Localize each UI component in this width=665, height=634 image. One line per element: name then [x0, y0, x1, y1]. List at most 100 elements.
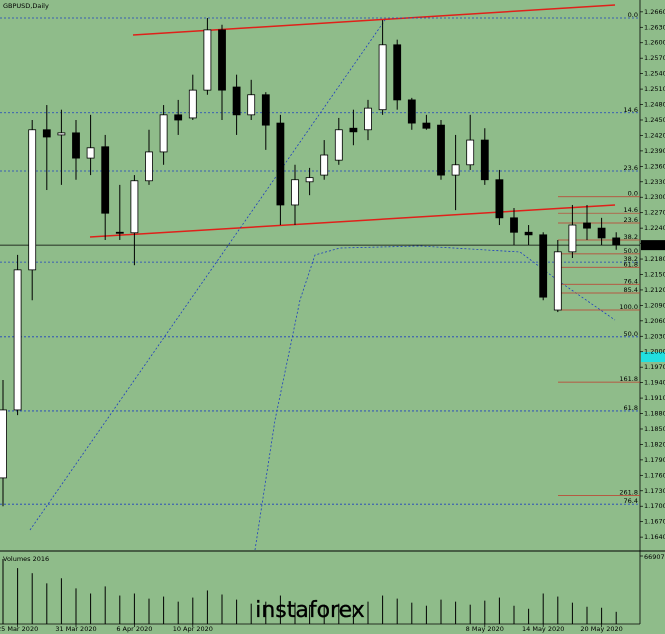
y-tick-label: 1.2030: [644, 332, 665, 340]
trend-channel: [89, 204, 616, 238]
y-tick-label: 1.2150: [644, 270, 665, 278]
y-tick-label: 1.1910: [644, 394, 665, 402]
candle-body: [597, 227, 606, 239]
x-tick-label: 20 May 2020: [580, 625, 622, 633]
volume-title: Volumes 2016: [3, 555, 49, 563]
fib-label: 161.8: [619, 375, 638, 383]
fib-label: 0.0: [628, 190, 638, 198]
fib-label: 14.6: [624, 206, 638, 214]
candle-body: [334, 129, 343, 161]
symbol-title: GBPUSD,Daily: [3, 2, 49, 10]
fib-label: 76.4: [624, 497, 638, 505]
x-tick-label: 14 May 2020: [522, 625, 564, 633]
fib-label: 38.2: [624, 255, 638, 263]
candle-body: [349, 127, 358, 133]
y-tick-label: 1.2450: [644, 116, 665, 124]
x-tick-label: 8 May 2020: [466, 625, 504, 633]
candle-body: [466, 139, 475, 166]
candle-body: [451, 164, 460, 176]
y-tick-label: 1.1760: [644, 471, 665, 479]
y-tick-label: 1.1880: [644, 410, 665, 418]
y-tick-label: 1.2000: [644, 348, 665, 356]
candle-body: [261, 94, 270, 126]
candle-body: [130, 180, 139, 234]
y-tick-label: 1.2510: [644, 85, 665, 93]
candle-body: [539, 234, 548, 298]
y-tick-label: 1.2330: [644, 178, 665, 186]
candle-body: [159, 114, 168, 153]
y-tick-label: 1.1640: [644, 533, 665, 541]
candle-body: [480, 139, 489, 181]
candle-body: [510, 217, 518, 233]
y-tick-label: 1.1730: [644, 487, 665, 495]
fib-label: 76.4: [624, 277, 638, 285]
fib-label: 61.8: [624, 260, 638, 268]
y-tick-label: 1.2360: [644, 162, 665, 170]
candle-body: [291, 179, 299, 206]
fib-label: 23.6: [624, 216, 638, 224]
candle-body: [305, 177, 314, 183]
y-tick-label: 1.2300: [644, 193, 665, 201]
x-tick-label: 6 Apr 2020: [116, 625, 152, 633]
fib-label: 261.8: [619, 488, 638, 496]
candle-body: [218, 29, 226, 91]
candle-body: [188, 89, 197, 119]
fib-label: 23.6: [624, 164, 638, 172]
candle-body: [101, 146, 110, 214]
y-tick-label: 1.2390: [644, 147, 665, 155]
candle-body: [42, 129, 51, 138]
candle-body: [28, 129, 37, 271]
last-price-box: [641, 240, 665, 251]
candle-body: [437, 124, 445, 176]
candle-body: [247, 94, 256, 116]
y-tick-label: 1.2570: [644, 54, 665, 62]
candle-body: [276, 122, 285, 206]
y-tick-label: 1.2060: [644, 317, 665, 325]
candle-body: [583, 222, 591, 229]
candle-body: [145, 151, 153, 182]
candle-body: [174, 114, 183, 121]
x-tick-label: 31 Mar 2020: [55, 625, 96, 633]
y-tick-label: 1.1850: [644, 425, 665, 433]
candle-body: [13, 269, 22, 411]
candle-body: [115, 231, 124, 234]
y-tick-label: 1.2120: [644, 286, 665, 294]
fib-label: 38.2: [624, 233, 638, 241]
watermark: instaforex: [255, 598, 365, 623]
candle-body: [232, 86, 241, 116]
candle-body: [0, 409, 7, 479]
candle-body: [495, 179, 504, 219]
fib-label: 61.8: [624, 404, 638, 412]
candle-body: [378, 44, 387, 111]
y-tick-label: 1.2180: [644, 255, 665, 263]
fib-label: 85.4: [624, 286, 638, 294]
candle-body: [407, 99, 416, 124]
candle-body: [364, 107, 372, 131]
y-tick-label: 1.1940: [644, 379, 665, 387]
y-tick-label: 1.2420: [644, 131, 665, 139]
x-tick-label: 25 Mar 2020: [0, 625, 38, 633]
fib-label: 50.0: [624, 247, 638, 255]
y-tick-label: 1.2540: [644, 70, 665, 78]
y-tick-label: 1.1970: [644, 363, 665, 371]
x-tick-label: 10 Apr 2020: [173, 625, 213, 633]
fib-label: 14.6: [624, 106, 638, 114]
candle-body: [320, 154, 329, 176]
candle-body: [568, 224, 577, 253]
diagonal-line: [29, 19, 386, 531]
candle-body: [72, 132, 80, 159]
volume-tick-label: 66907: [644, 553, 665, 561]
candle-body: [393, 44, 402, 101]
candle-body: [57, 132, 66, 136]
candle-body: [612, 237, 621, 246]
trend-channel: [132, 4, 616, 36]
fib-label: 50.0: [624, 330, 638, 338]
y-tick-label: 1.1700: [644, 502, 665, 510]
candle-body: [86, 147, 95, 159]
y-tick-label: 1.2270: [644, 209, 665, 217]
y-tick-label: 1.2600: [644, 39, 665, 47]
y-tick-label: 1.2240: [644, 224, 665, 232]
y-tick-label: 1.2480: [644, 101, 665, 109]
